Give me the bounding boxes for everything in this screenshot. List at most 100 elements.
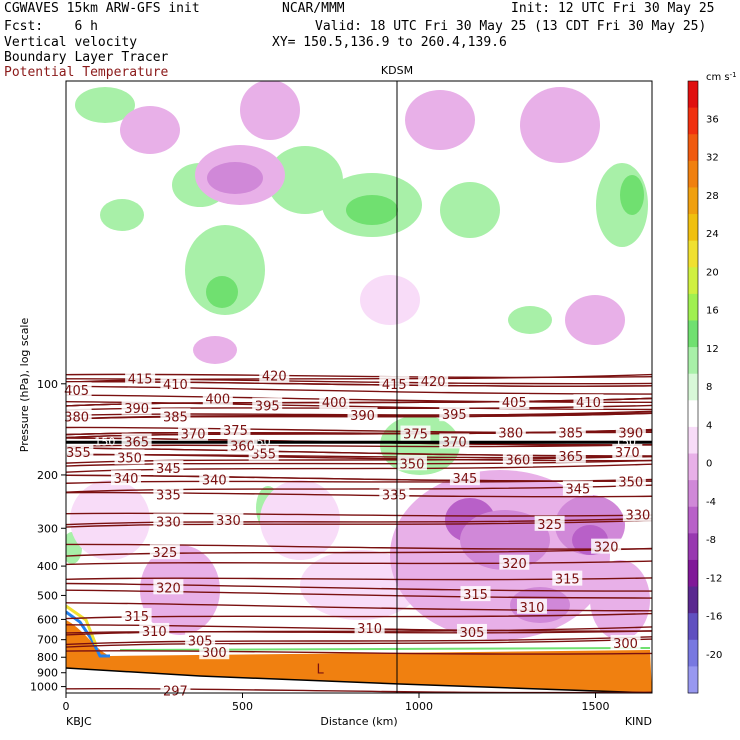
theta-label-bg [149,544,180,560]
theta-contour-label: 325 [537,518,562,533]
theta-contour-label: 300 [613,637,638,652]
theta-label-bg [139,622,170,638]
theta-contour-label: 390 [124,402,149,417]
y-tick-label: 100 [37,378,58,391]
colorbar-swatch [688,480,698,508]
theta-contour-line [66,636,652,646]
plot-frame [65,80,653,694]
theta-contour-label: 350 [117,451,142,466]
theta-contour-label: 375 [223,424,248,439]
theta-contour-line [66,560,652,566]
colorbar-tick-label: 24 [706,229,719,240]
theta-contour-label: 375 [403,428,428,443]
forecast-hour: Fcst: 6 h [4,19,98,34]
field-potential-temperature: Potential Temperature [4,65,169,80]
x-tick-label: 0 [63,700,70,713]
colorbar: 36 32 28 24 20 16 12 8 4 0 -4 -8 -12 -16 -20 [687,80,722,694]
colorbar-tick-label: 28 [706,191,719,202]
theta-contour-line [66,630,652,634]
y-tick-label: 700 [37,634,58,647]
theta-label-bg [418,373,449,389]
y-axis-title: Pressure (hPa), log scale [18,318,31,453]
theta-contour-label: 360 [230,440,255,455]
theta-label-bg [114,449,145,465]
colorbar-tick-label: 4 [706,420,712,431]
theta-contour-label: 420 [262,370,287,385]
colorbar-swatch [688,426,698,455]
theta-contour-label: 355 [66,446,91,461]
colorbar-swatch [688,320,698,348]
colorbar-tick-label: -4 [706,497,716,508]
center-label: NCAR/MMM [282,1,345,16]
theta-label-bg [125,370,156,386]
y-tick-label: 900 [37,667,58,680]
theta-contour-label: 370 [181,428,206,443]
theta-label-bg [153,486,184,502]
theta-contour-label: 345 [565,483,590,498]
model-title: CGWAVES 15km ARW-GFS init [4,1,200,16]
theta-contour-line [66,491,652,498]
theta-label-bg [199,471,230,487]
theta-label-bg [552,570,583,586]
theta-label-bg [199,644,230,660]
theta-contour-label: 360 [505,454,530,469]
theta-contour-label: 385 [558,427,583,442]
end-station: KIND [625,715,652,728]
theta-label-bg [121,433,152,449]
field-boundary-layer-tracer: Boundary Layer Tracer [4,50,169,65]
theta-label-bg [456,623,487,639]
theta-contour-label: 305 [188,635,213,650]
theta-contour-line [66,624,652,632]
y-tick-label: 200 [37,469,58,482]
theta-contour-label: 320 [502,557,527,572]
theta-label-bg [439,406,470,422]
init-time: Init: 12 UTC Fri 30 May 25 [511,1,715,16]
theta-label-bg [61,408,92,424]
colorbar-swatch [688,267,698,295]
theta-label-bg [534,515,565,531]
theta-contour-label: 400 [322,396,347,411]
theta-contour-label: 405 [64,384,89,399]
x-tick-label: 500 [232,700,253,713]
theta-contour-label: 380 [498,427,523,442]
station-marker-label: KDSM [381,64,413,77]
theta-contour-label: 315 [463,588,488,603]
theta-label-bg [499,554,530,570]
colorbar-tick-label: 20 [706,267,719,278]
theta-contour-label: 390 [350,409,375,424]
theta-contour-label: 330 [625,508,650,523]
colorbar-tick-label: -16 [706,612,722,623]
theta-label-bg [562,480,593,496]
theta-contour-label: 370 [615,446,640,461]
colorbar-swatch [688,586,698,614]
theta-contour-label: 335 [156,488,181,503]
colorbar-swatch [688,506,698,534]
theta-contour-label: 345 [452,472,477,487]
colorbar-swatch [688,559,698,588]
colorbar-swatch [688,81,698,109]
colorbar-swatch [688,453,698,481]
theta-contour-line [66,547,652,557]
theta-label-bg [439,433,470,449]
theta-contour-line [66,602,652,612]
theta-contour-label: 350 [400,457,425,472]
theta-contour-label: 345 [156,462,181,477]
theta-label-bg [227,437,258,453]
theta-label-bg [379,486,410,502]
theta-label-bg [153,579,184,595]
theta-label-bg [185,632,216,648]
theta-label-bg [202,390,233,406]
theta-label-bg [396,455,427,471]
theta-contour-label: 410 [163,378,188,393]
theta-contour-label: 365 [558,450,583,465]
colorbar-units: cm s-1 [706,71,737,83]
colorbar-swatch [688,214,698,242]
theta-contour-label: 405 [502,396,527,411]
theta-contour-label: 335 [382,488,407,503]
theta-label-bg [379,375,410,391]
theta-label-bg [160,375,191,391]
pbl-label: 150 [250,435,271,448]
colorbar-tick-label: -8 [706,535,716,546]
